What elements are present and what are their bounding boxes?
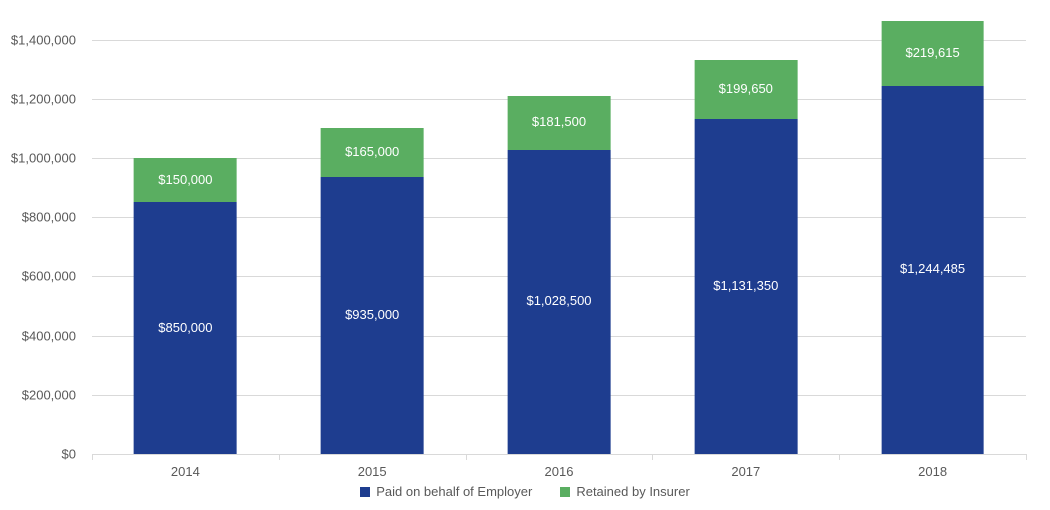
y-axis-tick-label: $800,000 xyxy=(0,210,84,225)
x-axis-tick-label: 2016 xyxy=(545,464,574,479)
stacked-bar-chart: $850,000 $150,000 $935,000 $165,000 $1,028,5… xyxy=(0,0,1050,510)
legend-label: Retained by Insurer xyxy=(576,484,689,499)
bar-label-paid: $935,000 xyxy=(321,307,424,322)
legend-item: Retained by Insurer xyxy=(560,484,689,499)
legend-item: Paid on behalf of Employer xyxy=(360,484,532,499)
x-axis-tick-label: 2015 xyxy=(358,464,387,479)
bar-label-retained: $165,000 xyxy=(321,144,424,159)
bar-label-retained: $150,000 xyxy=(134,172,237,187)
bar-label-retained: $181,500 xyxy=(508,114,611,129)
bar-group: $1,131,350 $199,650 xyxy=(694,10,797,454)
x-axis-tick-mark xyxy=(652,454,653,460)
x-axis-tick-label: 2014 xyxy=(171,464,200,479)
grid-line xyxy=(92,454,1026,455)
bar-group: $850,000 $150,000 xyxy=(134,10,237,454)
legend: Paid on behalf of Employer Retained by In… xyxy=(0,484,1050,500)
bar-label-paid: $1,131,350 xyxy=(694,278,797,293)
y-axis-tick-label: $1,200,000 xyxy=(0,91,84,106)
bar-group: $1,244,485 $219,615 xyxy=(881,10,984,454)
bar-group: $935,000 $165,000 xyxy=(321,10,424,454)
bars-layer: $850,000 $150,000 $935,000 $165,000 $1,028,5… xyxy=(92,10,1026,454)
y-axis-tick-label: $0 xyxy=(0,447,84,462)
bar-label-paid: $1,244,485 xyxy=(881,261,984,276)
x-axis-tick-label: 2018 xyxy=(918,464,947,479)
y-axis-tick-label: $1,400,000 xyxy=(0,32,84,47)
y-axis-tick-label: $200,000 xyxy=(0,387,84,402)
bar-label-retained: $219,615 xyxy=(881,45,984,60)
x-axis-tick-mark xyxy=(466,454,467,460)
x-axis-tick-label: 2017 xyxy=(731,464,760,479)
plot-area: $850,000 $150,000 $935,000 $165,000 $1,028,5… xyxy=(92,10,1026,454)
x-axis-tick-mark xyxy=(92,454,93,460)
x-axis-tick-mark xyxy=(279,454,280,460)
legend-swatch xyxy=(360,487,370,497)
x-axis-tick-mark xyxy=(1026,454,1027,460)
x-axis-tick-mark xyxy=(839,454,840,460)
y-axis-tick-label: $1,000,000 xyxy=(0,151,84,166)
bar-label-paid: $1,028,500 xyxy=(508,293,611,308)
legend-label: Paid on behalf of Employer xyxy=(376,484,532,499)
y-axis-tick-label: $600,000 xyxy=(0,269,84,284)
bar-label-retained: $199,650 xyxy=(694,81,797,96)
y-axis-tick-label: $400,000 xyxy=(0,328,84,343)
bar-label-paid: $850,000 xyxy=(134,320,237,335)
legend-swatch xyxy=(560,487,570,497)
bar-group: $1,028,500 $181,500 xyxy=(508,10,611,454)
